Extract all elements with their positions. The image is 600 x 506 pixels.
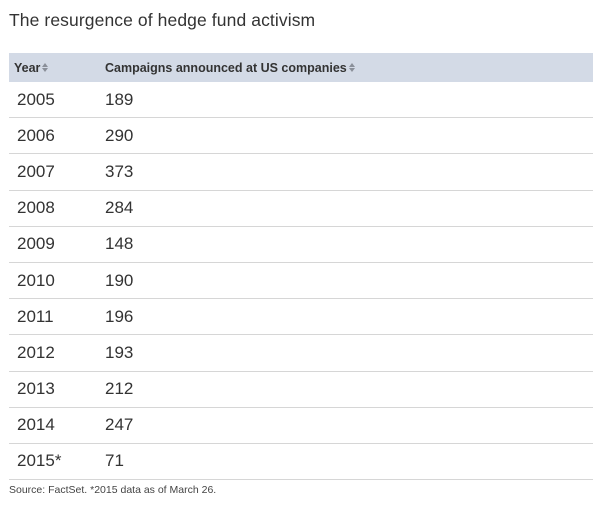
table-row: 2006 290 bbox=[9, 118, 593, 155]
cell-year: 2011 bbox=[17, 306, 54, 326]
cell-year: 2014 bbox=[17, 415, 55, 435]
table-row: 2012 193 bbox=[9, 335, 593, 372]
cell-campaigns: 190 bbox=[105, 270, 134, 290]
table-row: 2005 189 bbox=[9, 82, 593, 119]
column-header-campaigns-label: Campaigns announced at US companies bbox=[105, 60, 347, 75]
cell-year: 2005 bbox=[17, 89, 55, 109]
cell-campaigns: 193 bbox=[105, 342, 134, 362]
cell-year: 2012 bbox=[17, 342, 55, 362]
table-row: 2015* 71 bbox=[9, 444, 593, 481]
cell-year: 2015* bbox=[17, 451, 62, 471]
source-note: Source: FactSet. *2015 data as of March … bbox=[9, 484, 217, 496]
cell-campaigns: 290 bbox=[105, 125, 134, 145]
data-table: Year Campaigns announced at US companies… bbox=[9, 53, 593, 481]
cell-campaigns: 71 bbox=[105, 451, 124, 471]
page-title: The resurgence of hedge fund activism bbox=[9, 10, 316, 30]
cell-year: 2009 bbox=[17, 234, 55, 254]
table-row: 2009 148 bbox=[9, 227, 593, 263]
cell-year: 2010 bbox=[17, 270, 55, 290]
cell-campaigns: 212 bbox=[105, 379, 134, 399]
column-header-year-label: Year bbox=[14, 60, 41, 75]
cell-campaigns: 373 bbox=[105, 161, 134, 181]
table-header: Year Campaigns announced at US companies bbox=[9, 53, 593, 82]
table-row: 2014 247 bbox=[9, 408, 593, 444]
column-header-campaigns[interactable]: Campaigns announced at US companies bbox=[105, 61, 593, 75]
cell-campaigns: 284 bbox=[105, 198, 134, 218]
table-body: 2005 189 2006 290 2007 373 2008 284 2009 148 2010 1… bbox=[9, 82, 593, 481]
sort-arrows-icon[interactable] bbox=[42, 63, 49, 72]
cell-campaigns: 189 bbox=[105, 89, 134, 109]
table-row: 2011 196 bbox=[9, 299, 593, 336]
cell-year: 2013 bbox=[17, 379, 55, 399]
cell-campaigns: 148 bbox=[105, 234, 134, 254]
cell-year: 2007 bbox=[17, 161, 55, 181]
table-row: 2008 284 bbox=[9, 191, 593, 227]
cell-year: 2006 bbox=[17, 125, 55, 145]
sort-arrows-icon[interactable] bbox=[348, 63, 355, 72]
table-row: 2007 373 bbox=[9, 154, 593, 191]
table-row: 2013 212 bbox=[9, 372, 593, 408]
cell-campaigns: 247 bbox=[105, 415, 134, 435]
cell-campaigns: 196 bbox=[105, 306, 134, 326]
column-header-year[interactable]: Year bbox=[9, 61, 105, 75]
cell-year: 2008 bbox=[17, 198, 55, 218]
table-row: 2010 190 bbox=[9, 263, 593, 300]
